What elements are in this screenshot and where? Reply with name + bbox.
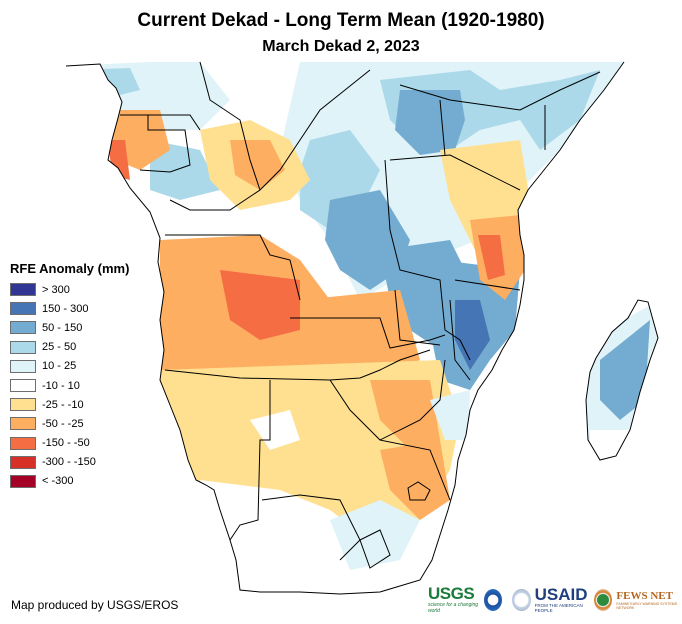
map-subtitle: March Dekad 2, 2023 (262, 38, 420, 55)
usaid-seal-icon (512, 589, 531, 611)
usaid-tagline: FROM THE AMERICAN PEOPLE (534, 603, 583, 613)
legend-item: < -300 (10, 472, 129, 491)
usgs-logo: USGS science for a changing world (428, 584, 480, 614)
legend-item: 10 - 25 (10, 357, 129, 376)
legend-swatch (10, 302, 36, 316)
country-boundaries (65, 61, 659, 595)
legend-swatch (10, 340, 36, 354)
legend-swatch (10, 455, 36, 469)
map-title: Current Dekad - Long Term Mean (1920-198… (137, 10, 545, 31)
map-credit: Map produced by USGS/EROS (11, 598, 179, 612)
usgs-logo-text: USGS (428, 584, 475, 603)
legend-swatch (10, 474, 36, 488)
fewsnet-logo-text: FEWS NET (616, 590, 673, 602)
legend-label: > 300 (42, 283, 70, 296)
noaa-logo-icon (484, 589, 503, 611)
legend-item: -10 - 10 (10, 376, 129, 395)
legend: RFE Anomaly (mm) > 300 150 - 300 50 - 150 2… (10, 261, 129, 491)
legend-swatch (10, 398, 36, 412)
fewsnet-logo: FEWS NET FAMINE EARLY WARNING SYSTEMS NE… (616, 590, 682, 610)
legend-swatch (10, 283, 36, 297)
legend-item: 25 - 50 (10, 338, 129, 357)
legend-swatch (10, 359, 36, 373)
legend-label: 25 - 50 (42, 341, 77, 354)
rainfall-anomaly-map (65, 60, 659, 595)
legend-item: -50 - -25 (10, 414, 129, 433)
legend-label: -50 - -25 (42, 417, 84, 430)
legend-label: -10 - 10 (42, 379, 80, 392)
legend-label: < -300 (42, 475, 74, 488)
fewsnet-globe-icon (594, 589, 613, 611)
legend-item: -150 - -50 (10, 434, 129, 453)
legend-swatch (10, 436, 36, 450)
legend-label: 50 - 150 (42, 321, 83, 334)
usaid-logo: USAID FROM THE AMERICAN PEOPLE (534, 585, 591, 613)
legend-label: -150 - -50 (42, 437, 90, 450)
legend-item: 150 - 300 (10, 299, 129, 318)
logo-strip: USGS science for a changing world USAID … (428, 584, 682, 614)
legend-title: RFE Anomaly (mm) (10, 261, 130, 276)
legend-item: -300 - -150 (10, 453, 129, 472)
legend-label: -300 - -150 (42, 456, 96, 469)
legend-swatch (10, 379, 36, 393)
legend-item: > 300 (10, 280, 129, 299)
legend-swatch (10, 417, 36, 431)
legend-swatch (10, 321, 36, 335)
legend-item: 50 - 150 (10, 318, 129, 337)
usgs-tagline: science for a changing world (428, 602, 479, 614)
legend-item: -25 - -10 (10, 395, 129, 414)
legend-label: -25 - -10 (42, 398, 84, 411)
usaid-logo-text: USAID (534, 585, 588, 604)
legend-label: 10 - 25 (42, 360, 77, 373)
fewsnet-tagline: FAMINE EARLY WARNING SYSTEMS NETWORK (616, 602, 678, 610)
legend-label: 150 - 300 (42, 302, 89, 315)
